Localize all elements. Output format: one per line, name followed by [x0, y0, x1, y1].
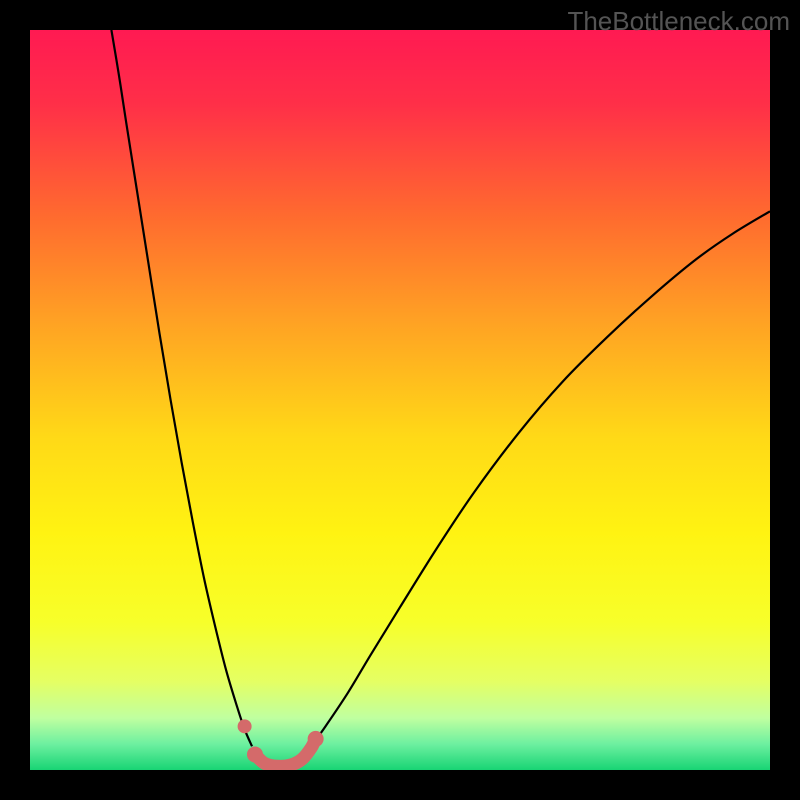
highlight-cap-left: [247, 746, 263, 762]
curve-left: [111, 30, 252, 746]
highlight-cap-right: [308, 731, 324, 747]
curve-right: [311, 211, 770, 746]
watermark-text: TheBottleneck.com: [567, 6, 790, 37]
curve-overlay: [0, 0, 800, 800]
highlight-band: [255, 739, 316, 766]
chart-stage: TheBottleneck.com: [0, 0, 800, 800]
highlight-dot: [238, 719, 252, 733]
